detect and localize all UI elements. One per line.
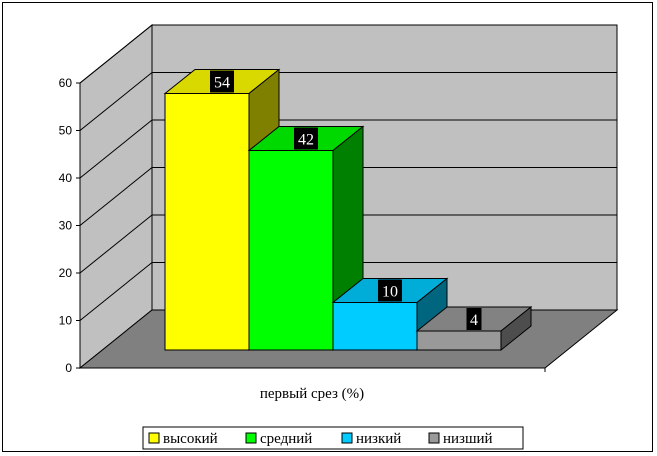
gridline-side [79, 119, 153, 179]
y-tick-label: 10 [59, 314, 73, 328]
bar-front [248, 150, 334, 351]
legend-label: высокий [163, 431, 218, 447]
gridline-side [79, 24, 153, 84]
legend-swatch [245, 432, 257, 444]
bar-front [416, 330, 502, 351]
bar-низший [415, 305, 533, 352]
y-tick-label: 0 [65, 361, 72, 375]
bar-средний [247, 125, 365, 352]
legend: высокий средний низкий низший [142, 426, 524, 450]
y-tick-label: 30 [59, 219, 73, 233]
gridline-side [79, 214, 153, 274]
y-tick-label: 60 [59, 76, 73, 90]
legend-swatch [428, 432, 440, 444]
gridline-side [79, 262, 153, 321]
data-label-bg [378, 279, 402, 302]
data-label-bg [210, 70, 234, 93]
legend-swatch [148, 432, 160, 444]
data-label: 4 [470, 312, 478, 329]
legend-label: низший [443, 431, 493, 447]
legend-label: средний [260, 431, 312, 447]
x-axis-label: первый срез (%) [260, 386, 364, 402]
gridline-side [79, 167, 153, 226]
bar-side [500, 305, 532, 352]
bar-front [332, 302, 418, 351]
gridline-side [79, 72, 153, 131]
data-label: 54 [214, 75, 230, 92]
y-tick-label: 40 [59, 171, 73, 185]
data-label: 42 [298, 132, 314, 149]
data-label-bg [466, 308, 482, 330]
legend-box [142, 426, 524, 450]
data-label: 10 [382, 284, 398, 301]
bar-front [164, 93, 250, 351]
data-label-bg [294, 127, 318, 150]
y-tick-label: 50 [59, 124, 73, 138]
legend-swatch [341, 432, 353, 444]
y-tick-label: 20 [59, 266, 73, 280]
legend-label: низкий [356, 431, 401, 447]
